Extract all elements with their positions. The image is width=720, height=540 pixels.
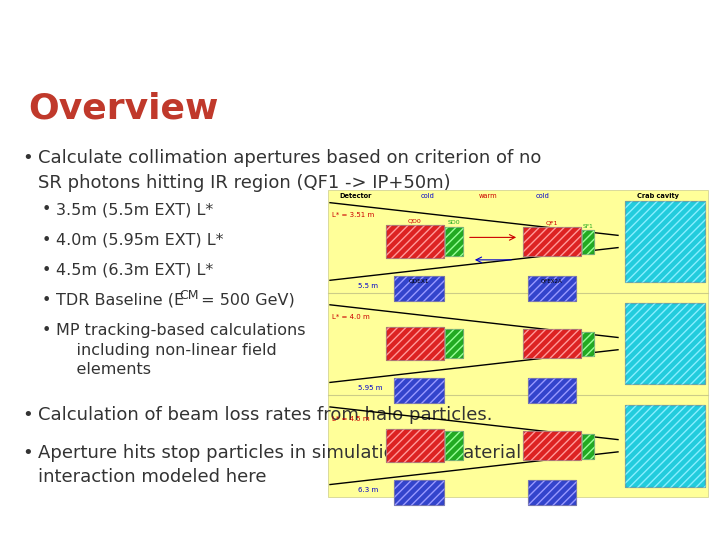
Bar	[394, 379, 444, 403]
Text: Calculate collimation apertures based on criterion of no
SR photons hitting IR r: Calculate collimation apertures based on…	[38, 149, 541, 192]
Text: •: •	[42, 323, 51, 338]
Bar	[328, 191, 708, 497]
Bar	[386, 225, 444, 258]
Text: 4.0m (5.95m EXT) L*: 4.0m (5.95m EXT) L*	[56, 233, 223, 248]
Bar	[523, 227, 581, 256]
Bar	[523, 431, 581, 460]
Bar	[625, 201, 705, 282]
Text: = 500 GeV): = 500 GeV)	[196, 293, 294, 308]
Text: 1: 1	[688, 11, 698, 26]
Bar	[582, 434, 594, 458]
Bar	[528, 379, 576, 403]
Bar	[625, 201, 705, 282]
Text: •: •	[42, 293, 51, 308]
Text: CM: CM	[179, 289, 199, 302]
Text: warm: warm	[479, 193, 498, 199]
Bar	[394, 481, 444, 505]
Bar	[445, 431, 463, 460]
Text: •: •	[22, 443, 32, 462]
Bar	[582, 230, 594, 254]
Bar	[445, 329, 463, 358]
Text: 4.5m (6.3m EXT) L*: 4.5m (6.3m EXT) L*	[56, 263, 213, 278]
Bar	[582, 434, 594, 458]
Text: cold: cold	[421, 193, 435, 199]
Bar	[394, 379, 444, 403]
Bar	[523, 431, 581, 460]
Bar	[625, 303, 705, 384]
Text: L* = 3.51 m: L* = 3.51 m	[332, 212, 374, 218]
Bar	[445, 227, 463, 256]
Text: •: •	[42, 233, 51, 248]
Bar	[528, 481, 576, 505]
Text: 1/7/2022: 1/7/2022	[14, 12, 74, 25]
Bar	[625, 303, 705, 384]
Text: •: •	[22, 407, 32, 424]
Bar	[523, 227, 581, 256]
Bar	[445, 431, 463, 460]
Text: Detector: Detector	[340, 193, 372, 199]
Text: MP tracking-based calculations
    including non-linear field
    elements: MP tracking-based calculations including…	[56, 323, 305, 377]
Text: L* = 4.5 m: L* = 4.5 m	[332, 416, 369, 422]
Bar	[386, 225, 444, 258]
Bar	[528, 481, 576, 505]
Bar	[386, 429, 444, 462]
Bar	[386, 327, 444, 360]
Text: TDR Baseline (E: TDR Baseline (E	[56, 293, 184, 308]
Text: 5.5 m: 5.5 m	[358, 282, 378, 288]
Bar	[582, 230, 594, 254]
Bar	[528, 379, 576, 403]
Bar	[394, 481, 444, 505]
Text: QDEX1: QDEX1	[409, 278, 429, 283]
Text: 6.3 m: 6.3 m	[358, 487, 378, 493]
Bar	[625, 405, 705, 487]
Text: Aperture hits stop particles in simulation, no material
interaction modeled here: Aperture hits stop particles in simulati…	[38, 443, 521, 486]
Bar	[582, 332, 594, 356]
Text: Crab cavity: Crab cavity	[637, 193, 679, 199]
Text: 3.5m (5.5m EXT) L*: 3.5m (5.5m EXT) L*	[56, 202, 213, 218]
Bar	[386, 429, 444, 462]
Text: cold: cold	[536, 193, 550, 199]
Text: •: •	[42, 263, 51, 278]
Text: QF1: QF1	[546, 220, 558, 225]
Text: Calculation of beam loss rates from halo particles.: Calculation of beam loss rates from halo…	[38, 407, 492, 424]
Text: SF1: SF1	[582, 225, 593, 230]
Bar	[394, 276, 444, 301]
Text: G. White, SLAC: G. White, SLAC	[310, 12, 410, 25]
Bar	[394, 276, 444, 301]
Bar	[528, 276, 576, 301]
Bar	[523, 329, 581, 358]
Text: SD0: SD0	[448, 220, 460, 225]
Bar	[523, 329, 581, 358]
Text: L* = 4.0 m: L* = 4.0 m	[332, 314, 370, 320]
Text: QD0: QD0	[408, 218, 422, 223]
Bar	[386, 327, 444, 360]
Bar	[445, 329, 463, 358]
Bar	[528, 276, 576, 301]
Text: •: •	[22, 149, 32, 167]
Bar	[445, 227, 463, 256]
Bar	[582, 332, 594, 356]
Bar	[625, 405, 705, 487]
Text: Overview: Overview	[28, 92, 218, 126]
Text: •: •	[42, 202, 51, 218]
Text: QFEX2A: QFEX2A	[541, 278, 563, 283]
Text: 5.95 m: 5.95 m	[358, 384, 382, 390]
